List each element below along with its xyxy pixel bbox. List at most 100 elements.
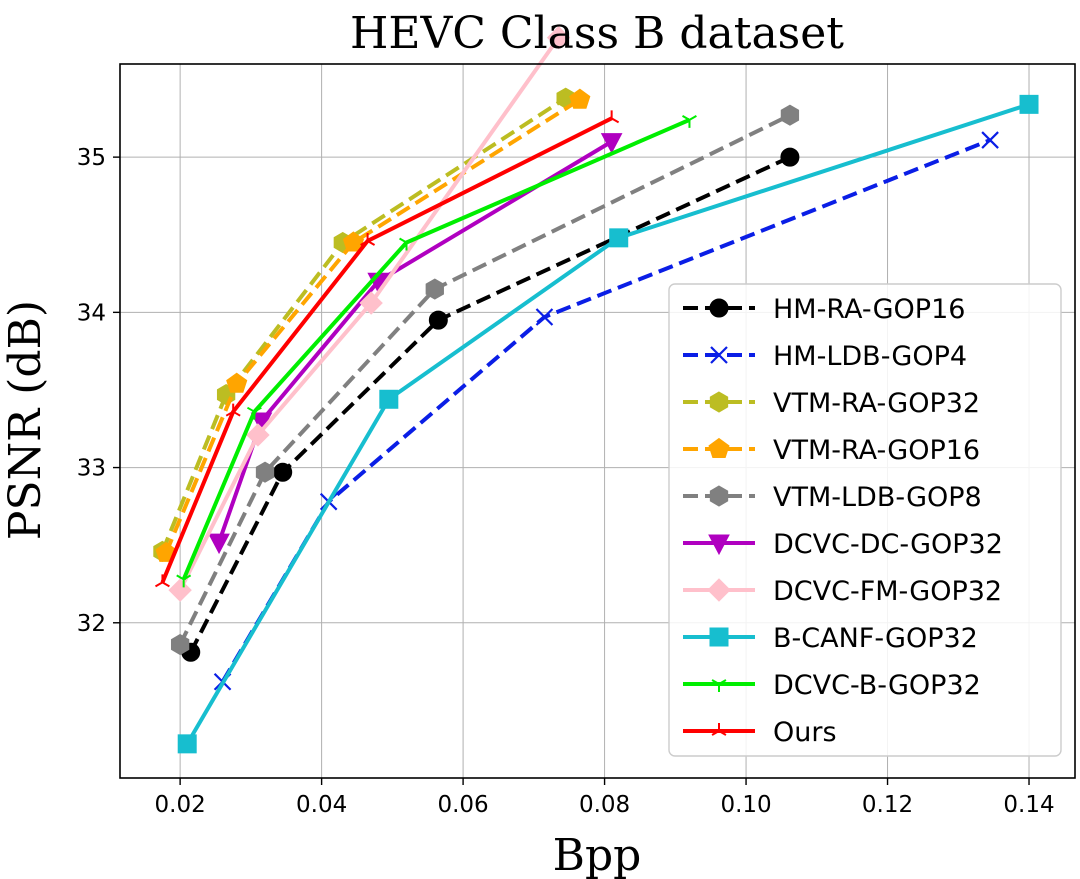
data-point <box>600 133 623 154</box>
series-dcvc-b-gop32 <box>176 115 697 588</box>
data-point <box>780 147 800 167</box>
data-point <box>682 115 697 128</box>
series-line <box>178 36 561 592</box>
series-dcvc-dc-gop32 <box>208 133 623 555</box>
data-point <box>604 110 620 124</box>
data-point <box>359 291 383 315</box>
series-layer <box>153 25 1039 754</box>
data-point <box>246 423 270 447</box>
legend-item: HM-LDB-GOP4 <box>683 341 967 372</box>
x-tick-label: 0.04 <box>296 792 347 818</box>
series-b-canf-gop32 <box>177 94 1039 754</box>
x-tick-label: 0.02 <box>155 792 206 818</box>
legend-label: DCVC-FM-GOP32 <box>773 576 1002 607</box>
y-tick-label: 33 <box>77 456 106 482</box>
legend-label: DCVC-DC-GOP32 <box>773 529 1003 560</box>
legend-swatch-marker <box>708 534 730 556</box>
series-line <box>178 113 791 646</box>
legend-label: DCVC-B-GOP32 <box>773 670 981 701</box>
series-line <box>164 98 581 554</box>
chart-title: HEVC Class B dataset <box>350 8 844 59</box>
legend-swatch-marker <box>709 391 729 413</box>
data-point <box>226 372 248 393</box>
legend-item: VTM-RA-GOP32 <box>683 388 980 419</box>
legend-swatch-marker <box>709 627 729 647</box>
series-vtm-ra-gop32 <box>153 87 575 562</box>
series-line <box>181 118 691 581</box>
legend-label: Ours <box>773 717 837 748</box>
legend-item: Ours <box>683 717 837 748</box>
series-hm-ra-gop16 <box>181 147 800 662</box>
legend-swatch-marker <box>711 679 727 692</box>
data-point <box>246 406 262 420</box>
y-tick-label: 34 <box>77 300 106 326</box>
data-point <box>428 310 448 330</box>
ticks: 0.02 0.04 0.06 0.08 0.10 0.12 0.14 32 33 34 35 <box>77 145 1055 818</box>
x-tick-label: 0.14 <box>1003 792 1054 818</box>
data-point <box>225 403 241 417</box>
data-point <box>569 88 591 109</box>
data-point <box>177 734 197 754</box>
data-point <box>176 574 192 588</box>
series-vtm-ra-gop16 <box>155 88 591 562</box>
legend-label: HM-LDB-GOP4 <box>773 341 967 372</box>
data-point <box>255 461 275 483</box>
data-point <box>546 25 571 50</box>
legend-item: DCVC-B-GOP32 <box>683 670 981 701</box>
legend-item: VTM-LDB-GOP8 <box>683 482 982 513</box>
legend-item: DCVC-FM-GOP32 <box>683 576 1002 607</box>
series-line <box>188 155 791 654</box>
legend-swatch-marker <box>708 437 730 458</box>
series-line <box>160 116 613 584</box>
series-dcvc-fm-gop32 <box>168 25 571 602</box>
legend-swatch-marker <box>709 485 729 507</box>
y-axis-label: PSNR (dB) <box>0 300 51 540</box>
legend-box <box>668 283 1062 757</box>
x-axis-label: Bpp <box>553 830 642 879</box>
x-tick-label: 0.08 <box>579 792 630 818</box>
data-point <box>425 278 444 300</box>
series-ours <box>154 110 620 588</box>
legend-item: VTM-RA-GOP16 <box>683 435 980 466</box>
x-tick-label: 0.12 <box>862 792 913 818</box>
legend-swatch-marker <box>709 298 729 318</box>
data-point <box>170 633 190 656</box>
data-point <box>609 228 629 248</box>
legend-item: HM-RA-GOP16 <box>683 294 965 325</box>
data-point <box>342 231 365 252</box>
x-tick-label: 0.06 <box>437 792 488 818</box>
series-line <box>185 102 1030 745</box>
data-point <box>208 533 230 555</box>
data-point <box>273 462 293 482</box>
data-point <box>168 578 192 602</box>
data-point <box>981 131 999 149</box>
plot-frame <box>119 63 1076 779</box>
data-point <box>780 104 800 126</box>
legend-label: VTM-RA-GOP16 <box>773 435 980 466</box>
legend: HM-RA-GOP16 HM-LDB-GOP4 VTM-RA-GOP32 VTM-RA… <box>668 283 1062 757</box>
series-line <box>160 96 567 553</box>
y-tick-label: 35 <box>77 145 106 171</box>
legend-swatch-marker <box>707 578 731 602</box>
data-point <box>154 574 170 588</box>
y-tick-label: 32 <box>77 611 106 637</box>
legend-label: VTM-LDB-GOP8 <box>773 482 982 513</box>
data-point <box>535 308 554 326</box>
legend-item: B-CANF-GOP32 <box>683 623 978 654</box>
data-point <box>399 237 414 251</box>
series-line <box>220 138 991 683</box>
legend-label: VTM-RA-GOP32 <box>773 388 980 419</box>
legend-label: HM-RA-GOP16 <box>773 294 965 325</box>
legend-label: B-CANF-GOP32 <box>773 623 978 654</box>
series-vtm-ldb-gop8 <box>170 104 800 656</box>
data-point <box>1019 94 1039 114</box>
x-tick-label: 0.10 <box>720 792 771 818</box>
series-line <box>217 139 613 543</box>
data-point <box>360 232 376 246</box>
legend-item: DCVC-DC-GOP32 <box>683 529 1003 560</box>
legend-swatch-marker <box>710 346 728 364</box>
data-point <box>379 389 399 409</box>
legend-swatch-marker <box>711 723 727 736</box>
